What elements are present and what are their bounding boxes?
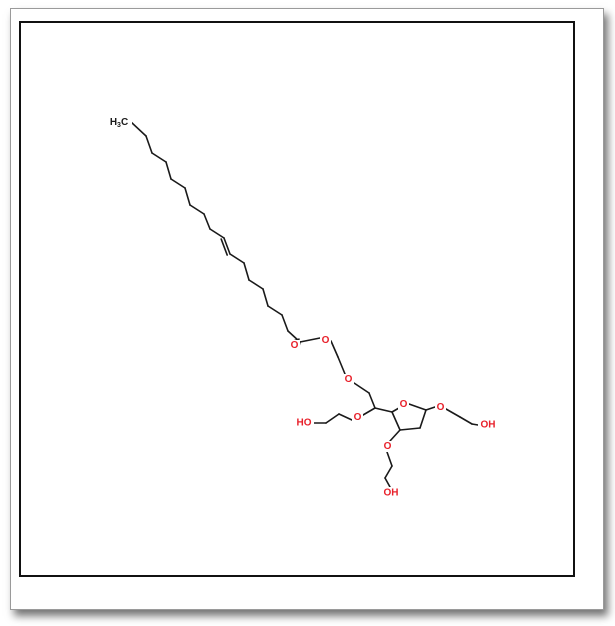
bond xyxy=(399,427,421,431)
ether-o2-label: O xyxy=(437,402,445,413)
oh-bottom-label: OH xyxy=(384,488,399,499)
ring-o-label: O xyxy=(400,399,408,410)
ring-ether-oxygen-bottom: O xyxy=(382,441,393,452)
bond xyxy=(353,382,370,394)
bond xyxy=(338,413,353,421)
bond xyxy=(325,413,340,424)
bond xyxy=(368,392,376,409)
hydroxyl-left: HO xyxy=(294,417,314,429)
bond xyxy=(408,403,427,411)
side-ether-o-label: O xyxy=(354,412,362,423)
ester-o-label: O xyxy=(322,335,330,346)
ring-ether-oxygen-right: O xyxy=(435,402,446,413)
methyl-label: H3C xyxy=(110,117,128,129)
bond xyxy=(425,406,436,411)
ester-carbonyl-o-label: O xyxy=(291,340,299,351)
diagram-frame xyxy=(19,21,575,577)
ether-oxygen-1: O xyxy=(343,374,354,385)
bond xyxy=(209,228,225,239)
atom-labels-layer: H3C O O O O xyxy=(110,116,498,499)
bond xyxy=(299,337,321,343)
ester-oxygen: O xyxy=(320,335,331,346)
bond xyxy=(165,161,172,180)
bond xyxy=(391,407,400,413)
ether-o1-label: O xyxy=(345,374,353,385)
bond xyxy=(445,408,461,418)
methyl-group: H3C xyxy=(110,116,132,129)
bond xyxy=(243,262,250,281)
bond xyxy=(419,409,427,429)
oh-left-label: HO xyxy=(297,418,312,429)
bonds-layer xyxy=(130,121,479,488)
bond xyxy=(374,407,393,413)
bond xyxy=(330,340,339,358)
bond xyxy=(281,314,289,332)
bond xyxy=(384,477,391,488)
bond xyxy=(391,411,401,431)
ring-oxygen: O xyxy=(398,399,409,410)
ester-carbonyl-oxygen: O xyxy=(289,340,300,351)
bond xyxy=(170,178,186,189)
bond xyxy=(471,423,479,426)
double-bond-line xyxy=(220,238,228,256)
bond xyxy=(248,279,264,290)
bond xyxy=(384,465,393,479)
hydroxyl-right: OH xyxy=(478,419,498,431)
bond xyxy=(386,451,393,467)
hydroxyl-bottom: OH xyxy=(381,487,401,499)
bond xyxy=(223,237,231,255)
oh-right-label: OH xyxy=(481,420,496,431)
bond xyxy=(151,152,167,163)
bond xyxy=(267,305,283,316)
bond xyxy=(184,187,191,206)
bond xyxy=(130,121,147,137)
bond xyxy=(203,213,211,230)
bond xyxy=(337,356,346,375)
ring-ether-o-label: O xyxy=(384,441,392,452)
bond xyxy=(229,253,245,264)
bond xyxy=(459,416,473,425)
bond xyxy=(262,288,269,307)
bond xyxy=(145,135,153,154)
bond xyxy=(389,429,401,442)
bond xyxy=(362,407,376,416)
side-ether-oxygen: O xyxy=(352,412,363,423)
bond xyxy=(189,204,205,215)
